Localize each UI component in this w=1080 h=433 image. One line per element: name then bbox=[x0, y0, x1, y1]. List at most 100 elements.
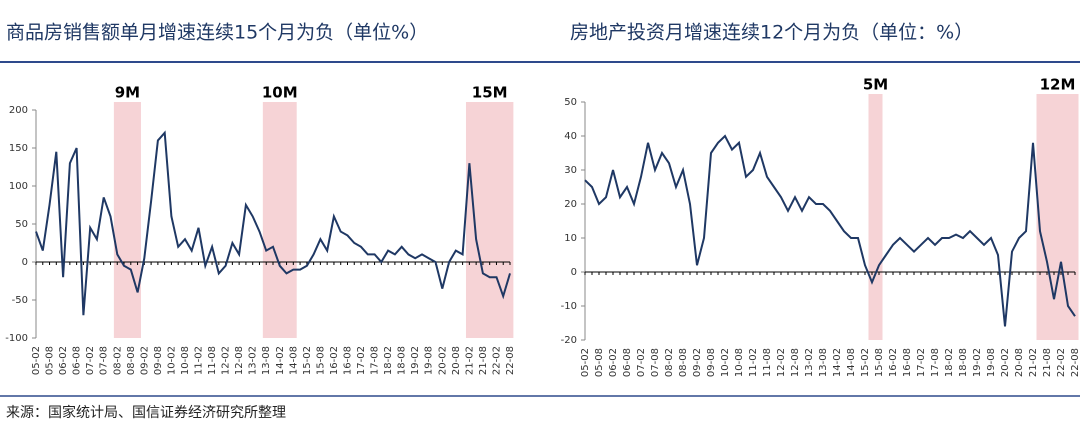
x-tick-label: 22-08 bbox=[1070, 348, 1080, 377]
x-tick-label: 15-08 bbox=[874, 348, 885, 377]
x-tick-label: 21-08 bbox=[1042, 348, 1053, 377]
data-line bbox=[584, 134, 1076, 327]
x-tick-label: 14-02 bbox=[832, 348, 843, 377]
x-tick-label: 18-08 bbox=[958, 348, 969, 377]
x-tick-label: 07-08 bbox=[99, 346, 110, 375]
x-tick-label: 13-02 bbox=[804, 348, 815, 377]
x-tick-label: 15-02 bbox=[860, 348, 871, 377]
x-tick-label: 20-02 bbox=[1000, 348, 1011, 377]
y-tick-label: 20 bbox=[564, 199, 577, 210]
x-tick-label: 11-02 bbox=[748, 348, 759, 377]
x-tick-label: 18-02 bbox=[383, 346, 394, 375]
x-tick-label: 21-02 bbox=[464, 346, 475, 375]
y-tick-label: 0 bbox=[571, 267, 577, 278]
x-tick-label: 19-08 bbox=[986, 348, 997, 377]
x-tick-label: 05-08 bbox=[594, 348, 605, 377]
x-tick-label: 16-02 bbox=[888, 348, 899, 377]
highlight-band bbox=[113, 102, 141, 338]
x-tick-label: 07-02 bbox=[636, 348, 647, 377]
highlight-label: 12M bbox=[1040, 76, 1076, 94]
x-tick-label: 12-08 bbox=[234, 346, 245, 375]
highlight-label: 15M bbox=[472, 84, 508, 102]
x-tick-label: 20-08 bbox=[451, 346, 462, 375]
x-tick-label: 12-02 bbox=[776, 348, 787, 377]
x-tick-label: 15-02 bbox=[302, 346, 313, 375]
x-tick-label: 22-02 bbox=[491, 346, 502, 375]
x-tick-label: 10-08 bbox=[180, 346, 191, 375]
x-tick-label: 16-08 bbox=[342, 346, 353, 375]
x-tick-label: 15-08 bbox=[315, 346, 326, 375]
x-tick-label: 20-02 bbox=[437, 346, 448, 375]
x-tick-label: 06-08 bbox=[72, 346, 83, 375]
source-note: 来源：国家统计局、国信证券经济研究所整理 bbox=[6, 404, 286, 421]
highlight-label: 9M bbox=[115, 84, 140, 102]
x-tick-label: 17-08 bbox=[370, 346, 381, 375]
y-tick-label: 100 bbox=[9, 181, 28, 192]
y-tick-label: 10 bbox=[564, 233, 577, 244]
y-tick-label: 150 bbox=[9, 143, 28, 154]
x-tick-label: 22-02 bbox=[1056, 348, 1067, 377]
data-line bbox=[35, 130, 511, 316]
highlight-band bbox=[262, 102, 297, 338]
highlight-band bbox=[465, 102, 514, 338]
y-tick-label: -100 bbox=[5, 333, 28, 344]
x-tick-label: 09-02 bbox=[692, 348, 703, 377]
y-tick-label: -10 bbox=[561, 301, 577, 312]
x-tick-label: 08-02 bbox=[112, 346, 123, 375]
x-tick-label: 10-08 bbox=[734, 348, 745, 377]
x-tick-label: 21-08 bbox=[478, 346, 489, 375]
x-tick-label: 22-08 bbox=[505, 346, 516, 375]
x-tick-label: 19-02 bbox=[972, 348, 983, 377]
chart-title: 商品房销售额单月增速连续15个月为负（单位%） bbox=[6, 22, 428, 44]
x-tick-label: 05-08 bbox=[45, 346, 56, 375]
x-tick-label: 18-02 bbox=[944, 348, 955, 377]
highlight-band bbox=[868, 94, 883, 340]
y-tick-label: 40 bbox=[564, 131, 577, 142]
x-tick-label: 16-08 bbox=[902, 348, 913, 377]
highlight-label: 5M bbox=[863, 76, 888, 94]
x-tick-label: 07-08 bbox=[650, 348, 661, 377]
x-tick-label: 09-08 bbox=[706, 348, 717, 377]
x-tick-label: 08-08 bbox=[678, 348, 689, 377]
y-tick-label: -50 bbox=[12, 295, 28, 306]
x-tick-label: 06-02 bbox=[58, 346, 69, 375]
x-tick-label: 21-02 bbox=[1028, 348, 1039, 377]
y-tick-label: 30 bbox=[564, 165, 577, 176]
x-tick-label: 17-08 bbox=[930, 348, 941, 377]
chart-title: 房地产投资月增速连续12个月为负（单位：%） bbox=[570, 22, 973, 44]
x-tick-label: 17-02 bbox=[916, 348, 927, 377]
x-tick-label: 06-02 bbox=[608, 348, 619, 377]
x-tick-label: 19-02 bbox=[410, 346, 421, 375]
x-tick-label: 14-08 bbox=[846, 348, 857, 377]
x-tick-label: 09-08 bbox=[153, 346, 164, 375]
x-tick-label: 17-02 bbox=[356, 346, 367, 375]
x-tick-label: 19-08 bbox=[424, 346, 435, 375]
x-tick-label: 11-08 bbox=[207, 346, 218, 375]
x-tick-label: 05-02 bbox=[580, 348, 591, 377]
x-tick-label: 11-02 bbox=[194, 346, 205, 375]
x-tick-label: 16-02 bbox=[329, 346, 340, 375]
x-tick-label: 14-02 bbox=[275, 346, 286, 375]
x-tick-label: 20-08 bbox=[1014, 348, 1025, 377]
y-tick-label: 200 bbox=[9, 105, 28, 116]
x-tick-label: 14-08 bbox=[288, 346, 299, 375]
y-tick-label: 50 bbox=[564, 97, 577, 108]
x-tick-label: 12-08 bbox=[790, 348, 801, 377]
x-tick-label: 18-08 bbox=[397, 346, 408, 375]
x-tick-label: 08-08 bbox=[126, 346, 137, 375]
y-tick-label: -20 bbox=[561, 335, 577, 346]
highlight-label: 10M bbox=[262, 84, 298, 102]
x-tick-label: 10-02 bbox=[720, 348, 731, 377]
y-tick-label: 50 bbox=[15, 219, 28, 230]
x-tick-label: 13-08 bbox=[261, 346, 272, 375]
x-tick-label: 13-02 bbox=[248, 346, 259, 375]
x-tick-label: 10-02 bbox=[166, 346, 177, 375]
highlight-band bbox=[1036, 94, 1079, 340]
x-tick-label: 11-08 bbox=[762, 348, 773, 377]
x-tick-label: 07-02 bbox=[85, 346, 96, 375]
x-tick-label: 12-02 bbox=[221, 346, 232, 375]
x-tick-label: 13-08 bbox=[818, 348, 829, 377]
x-tick-label: 09-02 bbox=[139, 346, 150, 375]
